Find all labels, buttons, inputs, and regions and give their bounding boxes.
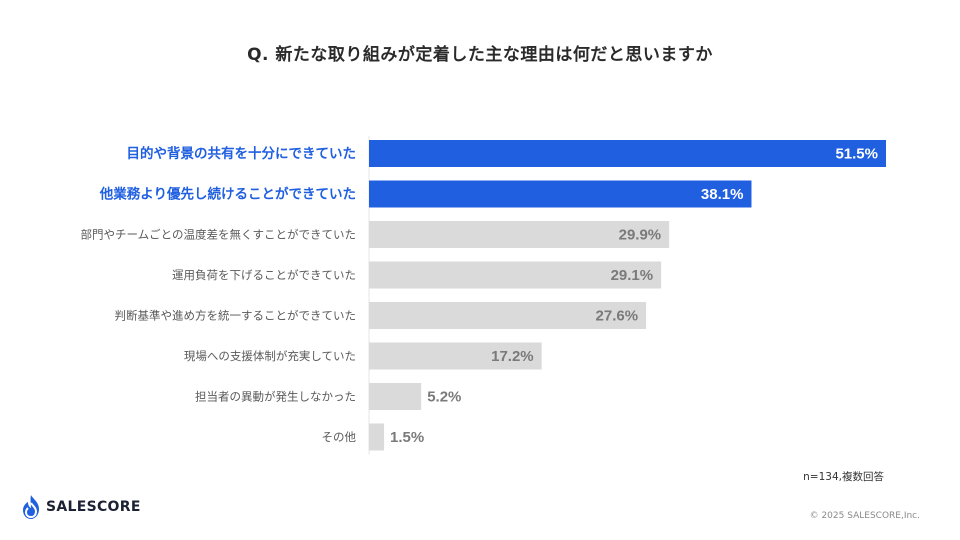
category-label-1: 目的や背景の共有を十分にできていた xyxy=(127,145,357,161)
bar-6 xyxy=(369,342,542,370)
category-label-3: 部門やチームごとの温度差を無くすことができていた xyxy=(80,228,356,242)
value-label-5: 27.6% xyxy=(596,307,639,324)
bar-1 xyxy=(369,140,886,167)
brand-name: SALESCORE xyxy=(46,499,141,515)
category-label-7: 担当者の異動が発生しなかった xyxy=(195,390,356,404)
bar-4 xyxy=(369,261,662,289)
bar-8 xyxy=(369,423,385,451)
value-label-1: 51.5% xyxy=(835,145,878,162)
category-label-2: 他業務より優先し続けることができていた xyxy=(99,186,356,202)
value-label-3: 29.9% xyxy=(619,226,662,243)
copyright-text: © 2025 SALESCORE,Inc. xyxy=(809,511,920,521)
category-label-6: 現場への支援体制が充実していた xyxy=(184,349,356,363)
bar-7 xyxy=(369,383,422,410)
value-label-8: 1.5% xyxy=(390,429,424,446)
value-label-2: 38.1% xyxy=(701,186,744,203)
value-label-6: 17.2% xyxy=(491,348,534,365)
chart-title: Q. 新たな取り組みが定着した主な理由は何だと思いますか xyxy=(247,45,713,65)
category-label-5: 判断基準や進め方を統一することができていた xyxy=(115,309,357,323)
bar-5 xyxy=(369,302,647,329)
brand-logo: SALESCORE xyxy=(20,492,141,522)
category-label-4: 運用負荷を下げることができていた xyxy=(172,268,356,282)
sample-size-note: n=134,複数回答 xyxy=(803,471,884,483)
bar-2 xyxy=(369,180,752,208)
category-label-8: その他 xyxy=(322,431,357,444)
flame-logo-icon xyxy=(23,495,39,519)
bar-3 xyxy=(369,221,670,248)
bar-chart: 目的や背景の共有を十分にできていた 51.5% 他業務より優先し続けることができてい… xyxy=(80,136,886,455)
value-label-4: 29.1% xyxy=(611,267,654,284)
value-label-7: 5.2% xyxy=(427,388,461,405)
